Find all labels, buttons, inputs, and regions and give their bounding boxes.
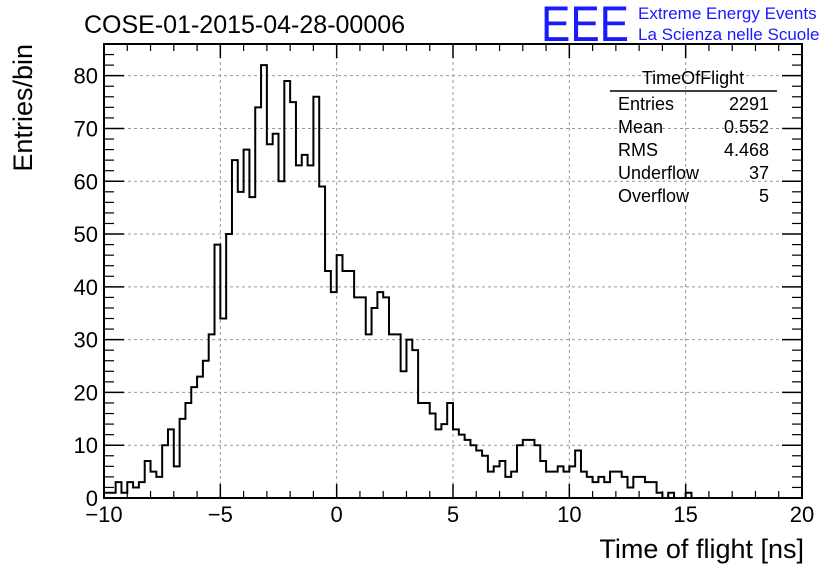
stats-box: TimeOfFlight Entries 2291 Mean 0.552 RMS 4.46… [610, 68, 777, 206]
logo: EEE Extreme Energy Events La Scienza nel… [541, 0, 819, 52]
x-tick-labels: −10 −5 0 5 10 15 20 [85, 502, 814, 527]
logo-line-1: Extreme Energy Events [638, 4, 817, 23]
stats-row-label: RMS [618, 140, 658, 160]
axis-ticks [103, 43, 803, 499]
stats-row-value: 2291 [729, 94, 769, 114]
stats-row-label: Overflow [618, 186, 690, 206]
y-tick-label: 10 [74, 433, 98, 458]
logo-line-2: La Scienza nelle Scuole [638, 25, 819, 44]
stats-row-value: 5 [759, 186, 769, 206]
y-tick-label: 70 [74, 116, 98, 141]
x-tick-label: −10 [85, 502, 122, 527]
x-tick-label: 15 [673, 502, 697, 527]
y-tick-label: 80 [74, 64, 98, 89]
y-tick-label: 30 [74, 328, 98, 353]
stats-rows: Entries 2291 Mean 0.552 RMS 4.468 Underflow 37 O… [618, 94, 769, 206]
x-tick-label: 0 [331, 502, 343, 527]
logo-mark: EEE [541, 0, 629, 52]
y-tick-label: 50 [74, 222, 98, 247]
x-tick-label: −5 [208, 502, 233, 527]
stats-box-title: TimeOfFlight [642, 68, 744, 88]
x-axis-title: Time of flight [ns] [599, 534, 804, 564]
stats-row-value: 37 [749, 163, 769, 183]
y-tick-label: 0 [86, 486, 98, 511]
stats-row-label: Entries [618, 94, 674, 114]
y-axis-title: Entries/bin [8, 44, 38, 172]
histogram-series-line [103, 64, 802, 499]
x-tick-label: 20 [790, 502, 814, 527]
y-tick-label: 60 [74, 169, 98, 194]
chart-title: COSE-01-2015-04-28-00006 [84, 11, 405, 39]
y-tick-label: 20 [74, 380, 98, 405]
stats-row-value: 4.468 [724, 140, 769, 160]
x-tick-label: 5 [447, 502, 459, 527]
x-tick-label: 10 [557, 502, 581, 527]
y-tick-label: 40 [74, 275, 98, 300]
stats-row-label: Mean [618, 117, 663, 137]
stats-row-value: 0.552 [724, 117, 769, 137]
stats-row-label: Underflow [618, 163, 700, 183]
y-tick-labels: 0 10 20 30 40 50 60 70 80 [74, 64, 98, 511]
